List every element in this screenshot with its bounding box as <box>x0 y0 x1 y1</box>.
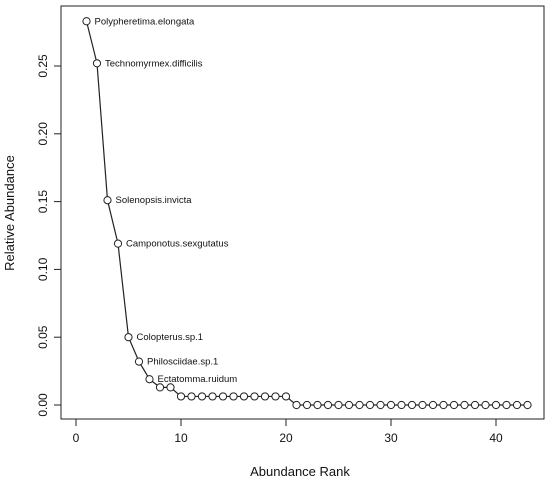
data-point <box>155 383 165 392</box>
data-point <box>397 400 406 410</box>
data-point <box>281 392 291 401</box>
x-tick-label: 40 <box>489 431 503 445</box>
data-point <box>197 392 207 401</box>
point-annotation: Camponotus.sexgutatus <box>126 239 229 250</box>
y-tick-label: 0.15 <box>36 190 50 214</box>
data-point <box>323 400 333 410</box>
data-point <box>418 400 427 410</box>
data-point <box>250 392 259 401</box>
data-point <box>344 400 354 410</box>
point-annotation: Technomyrmex.difficilis <box>105 58 203 69</box>
data-point <box>103 196 112 205</box>
data-point <box>145 375 154 384</box>
data-point <box>166 383 175 392</box>
x-tick-label: 0 <box>73 431 80 445</box>
point-annotation: Philosciidae.sp.1 <box>147 357 218 368</box>
data-point <box>229 392 238 401</box>
point-annotation: Colopterus.sp.1 <box>137 332 204 343</box>
data-point <box>470 400 480 410</box>
data-point <box>512 400 522 410</box>
y-axis: 0.00 0.05 0.10 0.15 0.20 0.25 <box>36 54 62 417</box>
x-tick-label: 30 <box>384 431 398 445</box>
data-point <box>386 400 396 410</box>
point-annotation: Solenopsis.invicta <box>116 195 193 206</box>
data-point <box>124 333 133 342</box>
data-point <box>365 400 375 410</box>
series-line <box>85 21 528 406</box>
y-tick-label: 0.00 <box>36 393 50 417</box>
data-point <box>92 59 102 68</box>
data-point <box>260 392 270 401</box>
y-tick-label: 0.25 <box>36 54 50 78</box>
data-point <box>82 17 91 26</box>
data-point <box>218 392 228 401</box>
data-point <box>113 239 123 248</box>
data-point <box>407 400 417 410</box>
data-points <box>82 17 532 410</box>
data-point <box>376 400 385 410</box>
data-point <box>134 357 144 366</box>
data-point <box>460 400 469 410</box>
data-point <box>523 400 532 410</box>
data-point <box>428 400 438 410</box>
x-tick-label: 10 <box>174 431 188 445</box>
data-point <box>481 400 490 410</box>
y-tick-label: 0.10 <box>36 257 50 281</box>
data-point <box>449 400 459 410</box>
data-point <box>176 392 186 401</box>
data-point <box>313 400 322 410</box>
point-annotation: Polypheretima.elongata <box>95 16 196 27</box>
data-point <box>502 400 511 410</box>
y-tick-label: 0.20 <box>36 122 50 146</box>
data-point <box>302 400 312 410</box>
data-point <box>439 400 448 410</box>
data-point <box>187 392 196 401</box>
data-point <box>292 400 301 410</box>
x-axis-title: Abundance Rank <box>250 464 350 479</box>
data-point <box>271 392 280 401</box>
data-point <box>334 400 343 410</box>
x-axis: 0 10 20 30 40 <box>73 418 503 445</box>
annotations: Polypheretima.elongata Technomyrmex.diffi… <box>95 16 238 385</box>
data-point <box>355 400 364 410</box>
data-point <box>208 392 217 401</box>
y-axis-title: Relative Abundance <box>2 155 17 271</box>
data-point <box>239 392 249 401</box>
point-annotation: Ectatomma.ruidum <box>158 374 238 385</box>
x-tick-label: 20 <box>279 431 293 445</box>
data-point <box>491 400 501 410</box>
y-tick-label: 0.05 <box>36 325 50 349</box>
